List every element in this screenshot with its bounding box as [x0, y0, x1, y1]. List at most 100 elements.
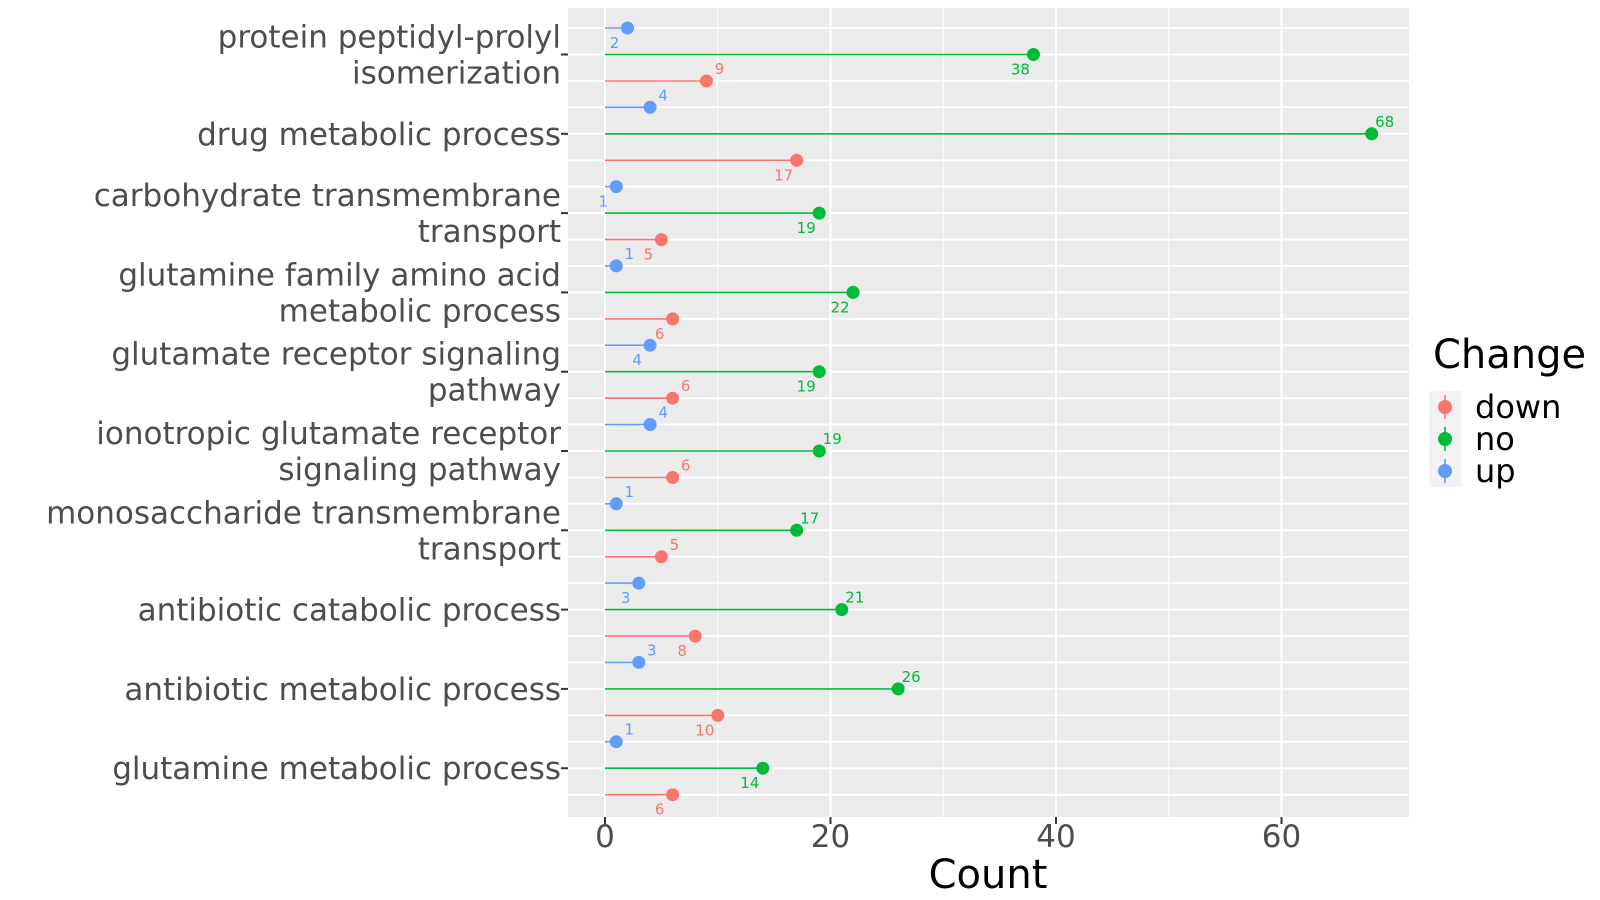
data-label-up: 4 [632, 351, 642, 369]
lollipop-point-no [812, 444, 826, 458]
category-label: ionotropic glutamate receptor signaling p… [96, 416, 561, 488]
lollipop-point-no [790, 523, 804, 537]
category-label: glutamate receptor signaling pathway [111, 337, 561, 409]
legend-key-down [1429, 391, 1461, 423]
data-label-up: 3 [647, 641, 657, 659]
data-label-up: 4 [658, 86, 668, 104]
data-label-no: 22 [831, 298, 850, 316]
data-label-down: 17 [774, 166, 793, 184]
data-label-no: 17 [800, 509, 819, 527]
category-label-line: glutamine metabolic process [112, 751, 561, 787]
data-label-up: 1 [625, 483, 635, 501]
category-label-line: pathway [428, 373, 561, 409]
lollipop-point-down [711, 708, 725, 722]
data-label-no: 14 [740, 774, 759, 792]
lollipop-point-no [812, 206, 826, 220]
x-tick-label: 0 [595, 819, 615, 855]
x-tick-label: 60 [1262, 819, 1301, 855]
category-label-line: transport [418, 214, 561, 250]
lollipop-point-up [643, 418, 657, 431]
data-label-no: 19 [797, 378, 816, 396]
lollipop-point-up [609, 497, 623, 511]
data-label-up: 1 [625, 721, 635, 739]
category-label: antibiotic catabolic process [138, 593, 561, 629]
data-label-up: 4 [658, 404, 668, 422]
data-label-no: 26 [902, 668, 921, 686]
lollipop-point-no [1365, 127, 1379, 141]
data-label-no: 21 [845, 589, 864, 607]
category-label-line: drug metabolic process [197, 117, 561, 153]
category-label-line: glutamine family amino acid [118, 257, 561, 293]
data-label-no: 19 [823, 430, 842, 448]
data-label-up: 3 [621, 589, 631, 607]
legend-label-no: no [1475, 420, 1515, 458]
category-label-line: transport [418, 531, 561, 567]
data-label-down: 6 [681, 457, 691, 475]
category-label: carbohydrate transmembrane transport [94, 178, 561, 250]
legend-key-point [1438, 464, 1452, 478]
x-axis-title: Count [929, 852, 1048, 898]
lollipop-point-no [846, 285, 860, 299]
data-label-no: 38 [1011, 61, 1030, 79]
lollipop-point-no [1026, 48, 1040, 61]
lollipop-point-down [688, 629, 702, 643]
data-label-down: 6 [655, 325, 665, 343]
category-label-line: monosaccharide transmembrane [46, 495, 561, 531]
x-tick-label: 20 [811, 819, 850, 855]
legend-label-up: up [1475, 452, 1516, 490]
x-tick-label: 40 [1036, 819, 1075, 855]
legend-label-down: down [1475, 388, 1561, 426]
data-label-down: 6 [681, 377, 691, 395]
lollipop-point-up [632, 655, 646, 669]
legend-title: Change [1433, 332, 1586, 378]
data-label-up: 1 [599, 193, 609, 211]
legend-key-point [1438, 400, 1452, 414]
lollipop-point-up [609, 259, 623, 273]
data-label-down: 9 [715, 60, 725, 78]
lollipop-point-down [666, 471, 680, 484]
lollipop-point-up [632, 576, 646, 590]
lollipop-point-no [835, 603, 849, 617]
lollipop-point-down [666, 391, 680, 405]
category-label: glutamine family amino acid metabolic pro… [118, 257, 561, 329]
legend-key-no [1429, 423, 1461, 455]
category-label: protein peptidyl-prolyl isomerization [218, 20, 561, 92]
lollipop-point-down [699, 74, 713, 88]
category-label-line: protein peptidyl-prolyl [218, 20, 561, 56]
category-label-line: glutamate receptor signaling [111, 337, 561, 373]
data-label-up: 1 [625, 245, 635, 263]
lollipop-point-down [666, 312, 680, 326]
category-label: drug metabolic process [197, 117, 561, 153]
lollipop-point-up [643, 100, 657, 114]
data-label-down: 5 [644, 246, 654, 264]
legend-key-up [1429, 455, 1461, 487]
category-label-line: metabolic process [279, 293, 561, 329]
lollipop-point-down [666, 788, 680, 802]
data-label-up: 2 [610, 34, 620, 52]
lollipop-point-down [654, 233, 668, 247]
category-label-line: carbohydrate transmembrane [94, 178, 561, 214]
category-label-line: isomerization [352, 56, 561, 92]
grid-minor [717, 8, 1170, 817]
category-label-line: antibiotic metabolic process [124, 672, 561, 708]
data-label-down: 8 [677, 642, 687, 660]
plot-panel [568, 8, 1409, 817]
lollipop-point-down [654, 550, 668, 564]
lollipop-point-no [812, 365, 826, 379]
category-label: monosaccharide transmembrane transport [46, 495, 561, 567]
lollipop-point-up [609, 180, 623, 194]
lollipop-point-no [891, 682, 905, 696]
category-label: antibiotic metabolic process [124, 672, 561, 708]
legend-key-point [1438, 432, 1452, 446]
lollipop-point-up [621, 21, 635, 35]
lollipop-point-down [790, 153, 804, 167]
data-label-down: 5 [670, 536, 680, 554]
data-label-down: 6 [655, 801, 665, 819]
lollipop-point-no [756, 761, 770, 775]
category-label: glutamine metabolic process [112, 751, 561, 787]
category-label-line: antibiotic catabolic process [138, 593, 561, 629]
category-label-line: ionotropic glutamate receptor [96, 416, 561, 452]
